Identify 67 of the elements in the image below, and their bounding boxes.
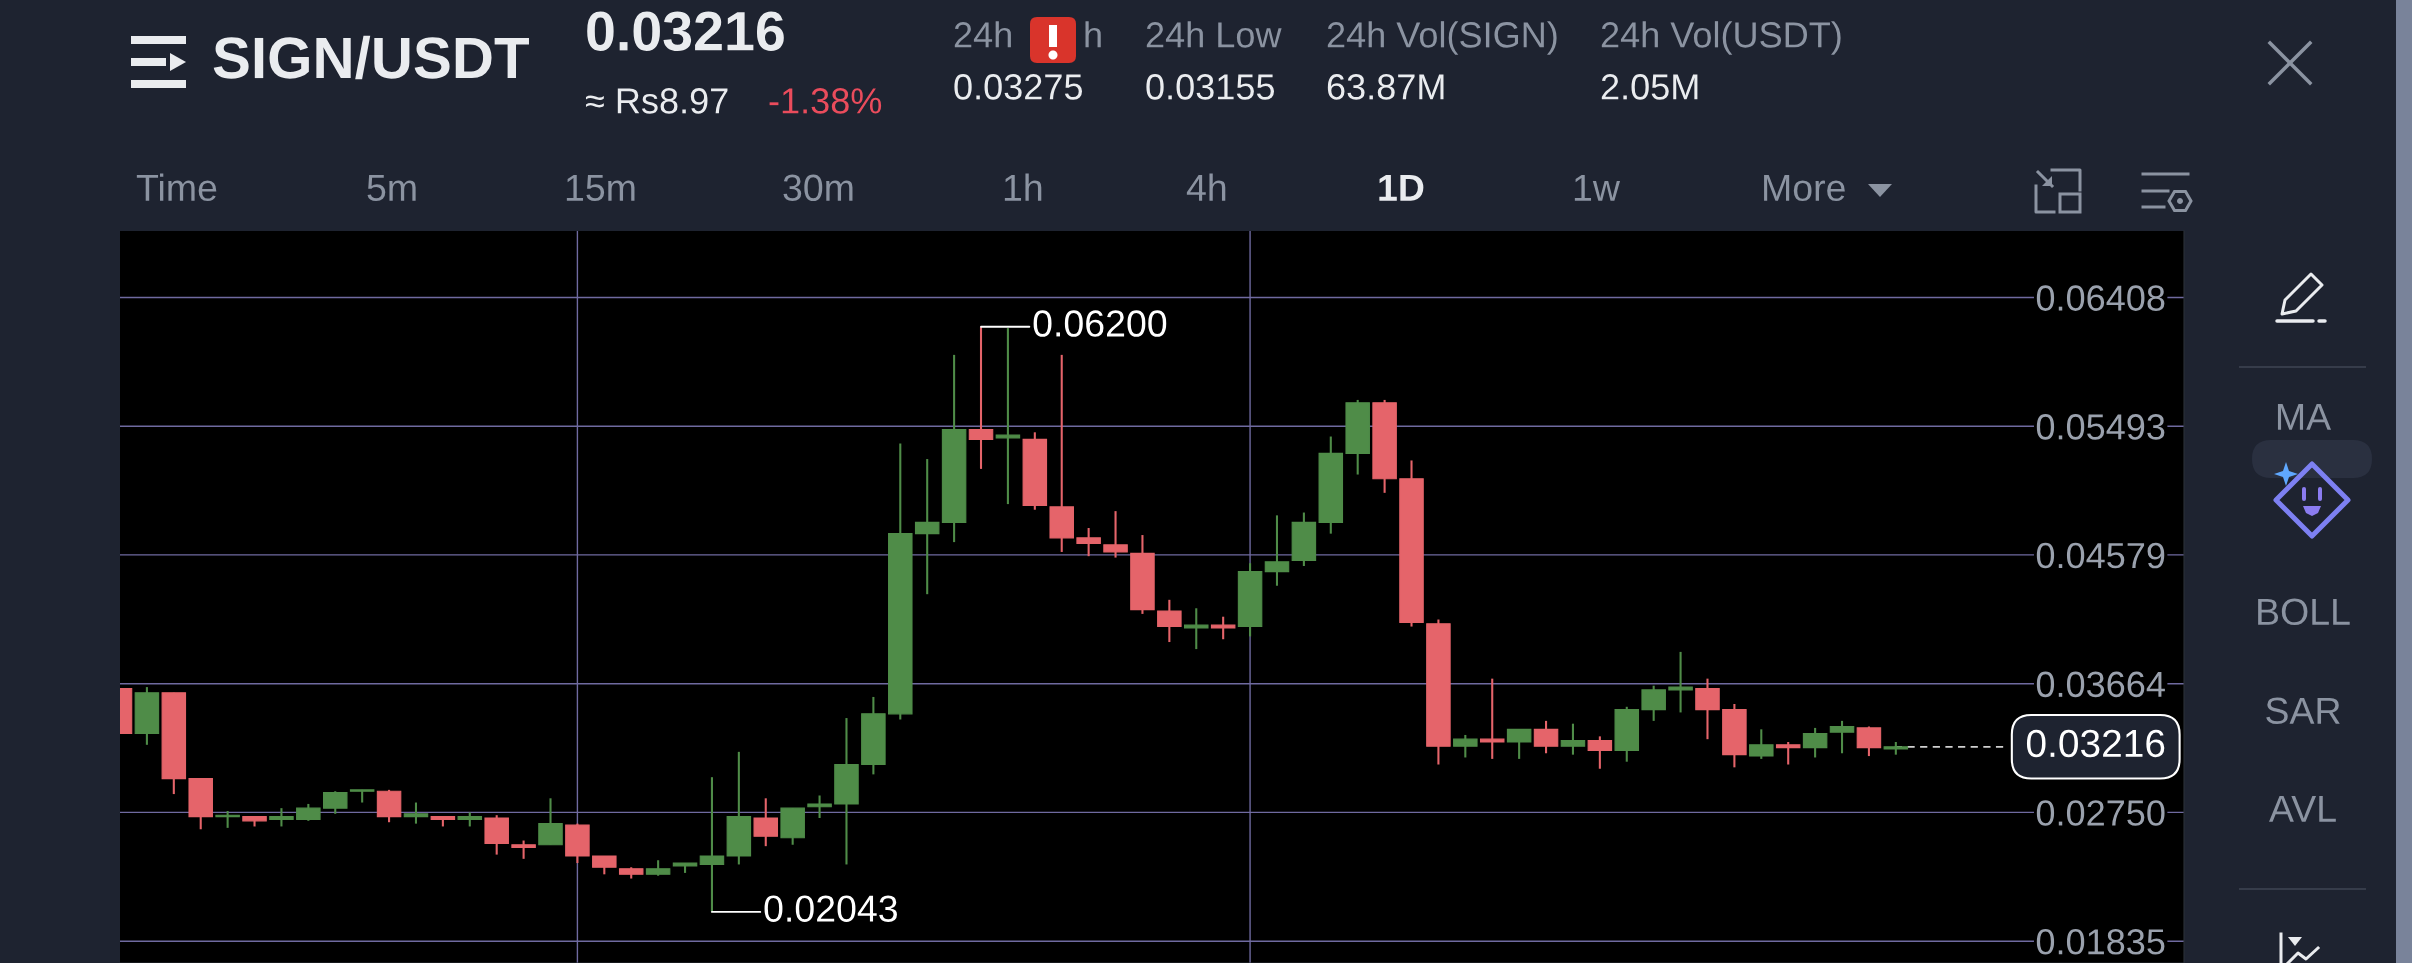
candlestick xyxy=(1695,677,1720,741)
text: 0.03216 xyxy=(587,11,784,51)
candlestick xyxy=(592,854,617,876)
candlestick xyxy=(269,807,294,828)
y-tick-label: 0.01835 xyxy=(2036,929,2165,955)
text: 63.87M xyxy=(1327,74,1444,100)
y-tick-label: 0.04579 xyxy=(2036,542,2165,569)
candlestick xyxy=(538,797,563,846)
text: SAR xyxy=(2266,697,2340,725)
text: 0.03275 xyxy=(954,74,1083,100)
ref-line-label: 0.03216 xyxy=(2026,729,2165,758)
y-tick-label: 0.03664 xyxy=(2036,671,2165,698)
candlestick xyxy=(1157,598,1182,644)
text: 30m xyxy=(783,174,853,202)
candlestick xyxy=(1775,740,1801,766)
candlestick xyxy=(1479,677,1505,760)
candlestick xyxy=(914,458,940,596)
text: 24h Vol(USDT) xyxy=(1601,21,1841,55)
candlestick xyxy=(1802,726,1828,759)
candlestick xyxy=(995,327,1021,506)
text: 24h Low xyxy=(1146,21,1282,48)
text: More xyxy=(1764,174,1845,202)
candlestick xyxy=(699,776,725,913)
candlestick xyxy=(1749,728,1774,760)
candlestick xyxy=(1264,514,1290,587)
chart-title: SIGN/USDT xyxy=(213,35,529,80)
text: 1D xyxy=(1379,174,1424,201)
candlestick xyxy=(1856,725,1882,758)
candlestick xyxy=(511,839,536,860)
y-tick-label: 0.02750 xyxy=(2036,800,2165,826)
candlestick xyxy=(968,325,994,470)
text: 1h xyxy=(1004,173,1042,201)
annotation: 0.06200 xyxy=(1033,310,1167,337)
text: 24h Vol(SIGN) xyxy=(1327,21,1557,55)
text: 15m xyxy=(566,174,635,202)
text: -1.38% xyxy=(769,88,882,114)
candlestick xyxy=(1506,728,1532,760)
candlestick xyxy=(1668,650,1693,714)
text: AVL xyxy=(2269,795,2336,822)
candlestick xyxy=(807,794,832,820)
annotation: 0.02043 xyxy=(764,895,897,922)
text: 0.03155 xyxy=(1146,74,1275,100)
candlestick xyxy=(1210,615,1236,641)
candlestick xyxy=(1587,735,1613,770)
candlestick xyxy=(1076,526,1101,558)
text: Time xyxy=(136,173,217,202)
text: BOLL xyxy=(2258,598,2350,626)
text: 1w xyxy=(1574,174,1621,201)
text: h xyxy=(1085,21,1101,48)
candlestick xyxy=(1560,722,1586,756)
text: ≈ Rs8.97 xyxy=(585,88,728,114)
candlestick xyxy=(1641,684,1666,722)
candlestick xyxy=(1533,719,1559,755)
text: 2.05M xyxy=(1601,74,1698,100)
candlestick xyxy=(1103,510,1128,559)
candlestick xyxy=(403,801,429,825)
text: 24h xyxy=(954,21,1011,48)
candlestick xyxy=(1829,719,1855,755)
text: 4h xyxy=(1186,173,1226,201)
text: 5m xyxy=(367,174,416,202)
candlestick xyxy=(322,790,348,815)
candlestick xyxy=(753,797,779,848)
text: MA xyxy=(2277,403,2332,430)
y-tick-label: 0.05493 xyxy=(2036,414,2165,440)
candlestick xyxy=(1453,733,1478,759)
candlestick xyxy=(1184,607,1209,651)
y-tick-label: 0.06408 xyxy=(2036,285,2165,311)
